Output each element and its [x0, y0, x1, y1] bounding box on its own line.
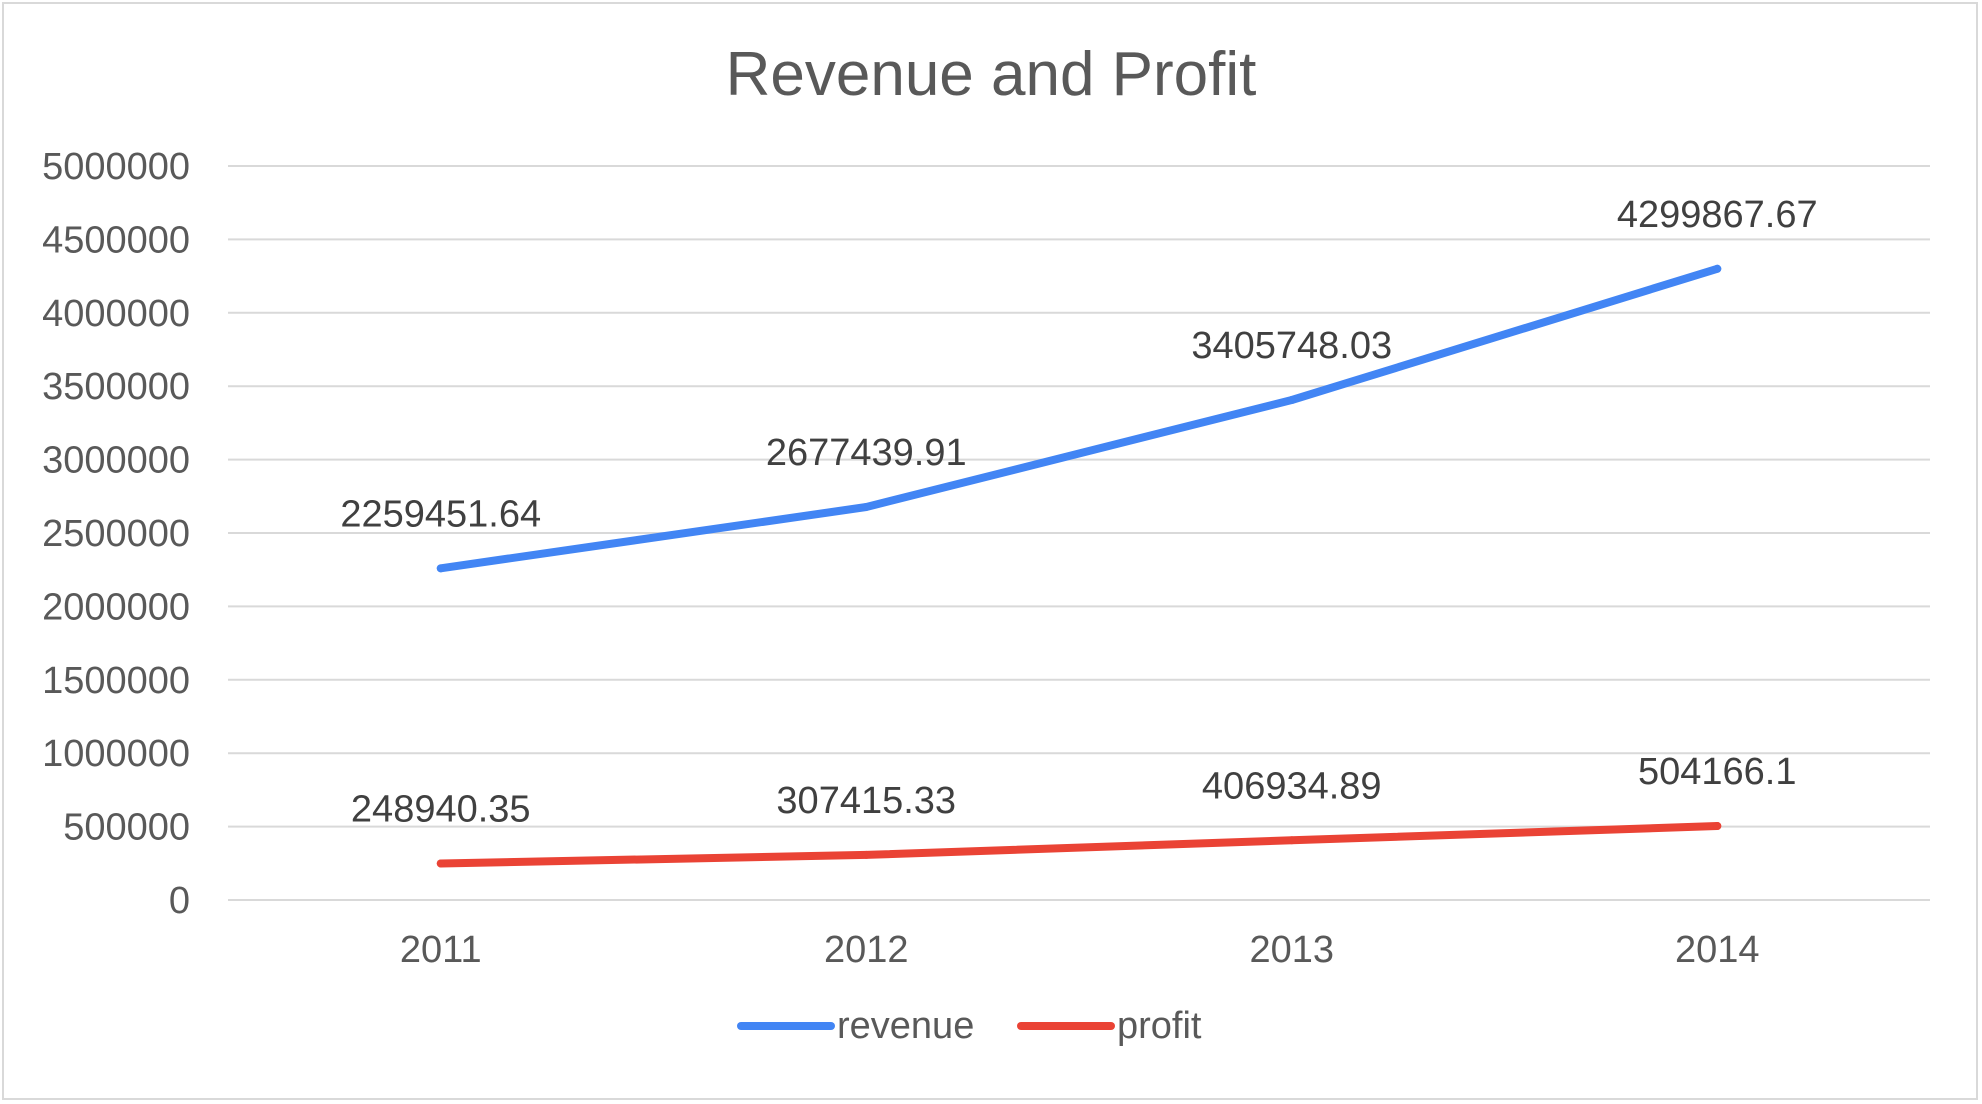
data-point-profit	[1287, 836, 1296, 845]
y-tick-label: 3500000	[42, 366, 190, 408]
data-point-profit	[862, 850, 871, 859]
y-tick-label: 2500000	[42, 513, 190, 555]
data-point-revenue	[1713, 264, 1722, 273]
data-label-profit: 504166.1	[1638, 751, 1797, 793]
data-point-profit	[1713, 821, 1722, 830]
legend: revenue profit	[737, 1005, 1202, 1047]
chart-title: Revenue and Profit	[726, 40, 1257, 109]
data-label-revenue: 2259451.64	[340, 493, 541, 535]
x-tick-label: 2012	[824, 929, 909, 971]
y-tick-label: 3000000	[42, 440, 190, 482]
y-tick-label: 1500000	[42, 660, 190, 702]
legend-label-profit: profit	[1117, 1005, 1202, 1047]
x-tick-label: 2014	[1675, 929, 1760, 971]
y-tick-label: 4500000	[42, 219, 190, 261]
x-axis-ticks: 2011 2012 2013 2014	[400, 929, 1760, 971]
series-line-revenue	[436, 264, 1722, 573]
data-label-profit: 406934.89	[1202, 765, 1382, 807]
y-tick-label: 500000	[63, 807, 190, 849]
data-label-revenue: 2677439.91	[766, 432, 967, 474]
series-lines	[436, 264, 1722, 868]
data-point-profit	[436, 859, 445, 868]
x-tick-label: 2013	[1249, 929, 1334, 971]
x-tick-label: 2011	[400, 929, 482, 971]
y-axis-ticks: 0 500000 1000000 1500000 2000000 2500000 30000…	[42, 146, 190, 922]
data-label-profit: 248940.35	[351, 788, 531, 830]
data-label-profit: 307415.33	[776, 780, 956, 822]
data-point-revenue	[436, 564, 445, 573]
legend-label-revenue: revenue	[837, 1005, 974, 1047]
y-tick-label: 1000000	[42, 733, 190, 775]
y-tick-label: 4000000	[42, 293, 190, 335]
gridlines	[228, 165, 1930, 901]
y-tick-label: 5000000	[42, 146, 190, 188]
y-tick-label: 0	[169, 880, 190, 922]
series-line-profit	[436, 822, 1722, 868]
data-point-revenue	[862, 502, 871, 511]
y-tick-label: 2000000	[42, 586, 190, 628]
data-point-revenue	[1287, 396, 1296, 405]
data-label-revenue: 3405748.03	[1191, 325, 1392, 367]
data-labels: 2259451.64 2677439.91 3405748.03 4299867.67…	[340, 194, 1817, 831]
data-label-revenue: 4299867.67	[1617, 194, 1818, 236]
